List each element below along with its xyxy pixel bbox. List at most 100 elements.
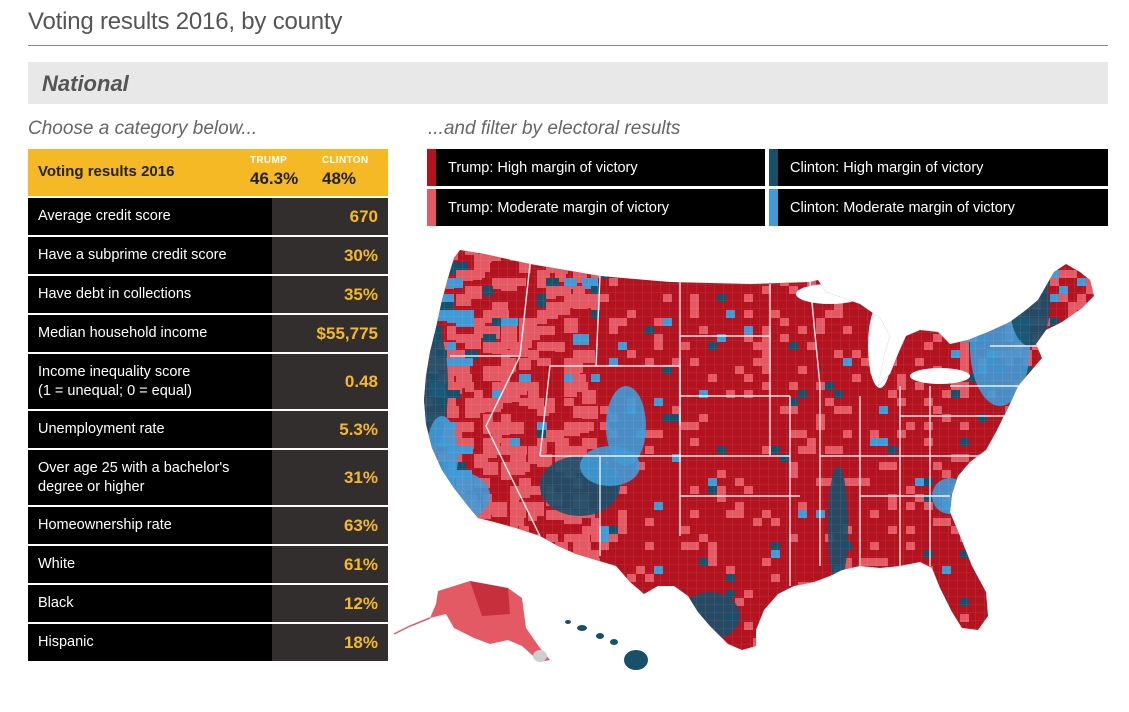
county: [960, 310, 969, 318]
county: [987, 486, 996, 494]
county: [1023, 654, 1032, 662]
county: [438, 262, 452, 272]
county: [987, 270, 996, 278]
county: [424, 342, 431, 351]
county: [1059, 558, 1068, 566]
county: [537, 582, 546, 592]
category-row-income-inequality[interactable]: Income inequality score (1 = unequal; 0 …: [28, 354, 388, 409]
county: [1077, 470, 1086, 478]
category-value: $55,775: [272, 315, 388, 352]
county: [825, 646, 834, 650]
county: [987, 278, 996, 286]
county: [609, 262, 618, 270]
county: [1050, 574, 1059, 582]
county: [1077, 326, 1086, 334]
county: [1032, 270, 1041, 278]
county: [951, 294, 960, 302]
county: [852, 646, 861, 650]
county: [996, 534, 1005, 542]
county: [1014, 270, 1023, 278]
section-bar: National: [28, 62, 1108, 104]
filter-trump-moderate[interactable]: Trump: Moderate margin of victory: [427, 189, 765, 226]
county: [1050, 550, 1059, 558]
category-row-median-income[interactable]: Median household income $55,775: [28, 315, 388, 352]
county: [510, 250, 523, 261]
county: [1041, 598, 1050, 606]
county-map-svg[interactable]: [390, 236, 1125, 686]
county: [546, 254, 557, 268]
county: [555, 582, 570, 597]
category-row-unemployment[interactable]: Unemployment rate 5.3%: [28, 411, 388, 448]
county: [663, 590, 672, 598]
county: [789, 654, 798, 662]
county: [424, 294, 430, 307]
county: [942, 318, 951, 326]
category-label: Have a subprime credit score: [28, 237, 272, 274]
category-row-homeownership[interactable]: Homeownership rate 63%: [28, 507, 388, 544]
county: [996, 550, 1005, 558]
county: [825, 622, 834, 630]
filter-trump-high[interactable]: Trump: High margin of victory: [427, 149, 765, 186]
county: [960, 646, 969, 650]
category-voting-results[interactable]: Voting results 2016 TRUMP 46.3% CLINTON …: [28, 149, 388, 196]
county: [492, 526, 505, 538]
county: [1077, 374, 1086, 382]
county: [654, 270, 663, 278]
county: [429, 262, 444, 271]
county: [1086, 250, 1094, 254]
county: [1050, 598, 1059, 606]
county: [906, 654, 915, 662]
county: [1086, 598, 1094, 606]
county: [870, 654, 879, 662]
filter-clinton-high[interactable]: Clinton: High margin of victory: [769, 149, 1108, 186]
county: [744, 254, 753, 262]
county: [474, 646, 485, 650]
category-label: Median household income: [28, 315, 272, 352]
county: [969, 510, 978, 518]
category-row-debt-collections[interactable]: Have debt in collections 35%: [28, 276, 388, 313]
county: [906, 630, 915, 638]
county: [447, 542, 458, 552]
county: [888, 574, 897, 582]
category-row-bachelors[interactable]: Over age 25 with a bachelor's degree or …: [28, 450, 388, 505]
county: [424, 494, 435, 509]
filter-clinton-moderate[interactable]: Clinton: Moderate margin of victory: [769, 189, 1108, 226]
county: [1095, 374, 1104, 382]
county: [582, 566, 595, 579]
county: [1059, 382, 1068, 390]
category-value: 31%: [272, 450, 388, 505]
county: [573, 646, 590, 650]
county: [978, 454, 987, 462]
county: [897, 622, 906, 630]
county: [546, 582, 561, 591]
county: [1095, 342, 1104, 350]
county: [627, 630, 636, 638]
county: [960, 302, 969, 310]
county: [1068, 526, 1077, 534]
county: [546, 614, 558, 623]
county: [1050, 406, 1059, 414]
county: [618, 622, 627, 630]
category-row-white[interactable]: White 61%: [28, 546, 388, 583]
county: [852, 574, 861, 582]
county: [1086, 302, 1094, 310]
county: [1041, 350, 1050, 358]
category-row-subprime[interactable]: Have a subprime credit score 30%: [28, 237, 388, 274]
county: [879, 302, 888, 310]
county: [1086, 326, 1094, 334]
county: [996, 294, 1005, 302]
county: [1032, 510, 1041, 518]
county: [424, 550, 429, 565]
category-row-hispanic[interactable]: Hispanic 18%: [28, 624, 388, 661]
county: [1068, 358, 1077, 366]
county: [492, 566, 508, 580]
clinton-label: CLINTON: [322, 155, 369, 166]
category-row-credit-score[interactable]: Average credit score 670: [28, 198, 388, 235]
category-row-black[interactable]: Black 12%: [28, 585, 388, 622]
county: [996, 250, 1005, 254]
county: [424, 558, 431, 568]
county-map[interactable]: [390, 236, 1125, 686]
county: [807, 598, 816, 606]
county: [789, 606, 798, 614]
county: [537, 574, 547, 588]
